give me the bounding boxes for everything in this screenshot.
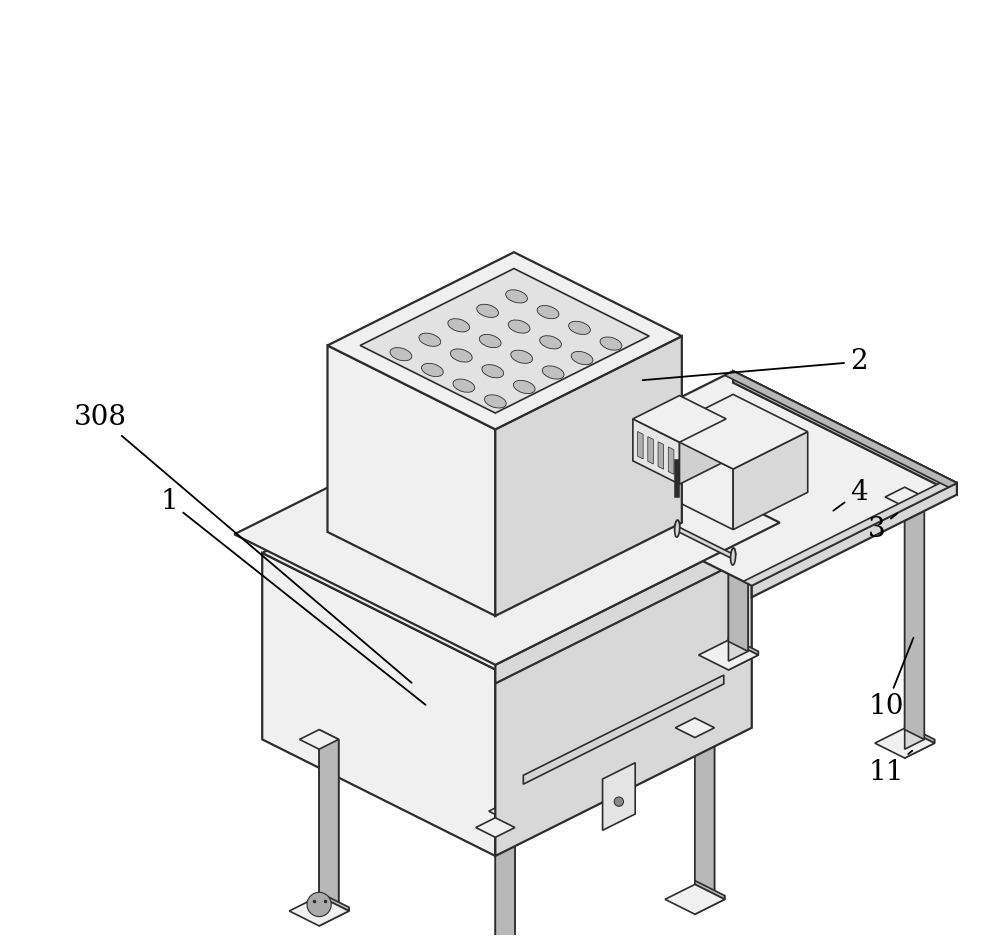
Polygon shape xyxy=(752,483,957,598)
Ellipse shape xyxy=(513,380,535,394)
Ellipse shape xyxy=(477,304,499,317)
Polygon shape xyxy=(905,739,935,758)
Polygon shape xyxy=(495,522,780,684)
Polygon shape xyxy=(668,446,674,475)
Ellipse shape xyxy=(537,306,559,319)
Polygon shape xyxy=(728,636,758,655)
Polygon shape xyxy=(699,640,758,670)
Polygon shape xyxy=(725,371,957,487)
Text: 3: 3 xyxy=(868,513,897,543)
Polygon shape xyxy=(659,431,733,530)
Polygon shape xyxy=(360,268,649,413)
Ellipse shape xyxy=(542,366,564,379)
Polygon shape xyxy=(262,552,495,856)
Polygon shape xyxy=(638,431,643,459)
Text: 308: 308 xyxy=(74,404,412,683)
Polygon shape xyxy=(905,724,935,743)
Circle shape xyxy=(614,797,624,807)
Polygon shape xyxy=(519,640,538,817)
Ellipse shape xyxy=(569,321,590,335)
Polygon shape xyxy=(728,651,758,670)
Polygon shape xyxy=(648,436,653,464)
Polygon shape xyxy=(327,345,495,616)
Polygon shape xyxy=(519,808,548,826)
Polygon shape xyxy=(731,548,736,565)
Polygon shape xyxy=(319,730,339,907)
Text: 4: 4 xyxy=(833,478,867,510)
Polygon shape xyxy=(234,392,780,665)
Ellipse shape xyxy=(540,336,561,349)
Polygon shape xyxy=(695,728,714,905)
Polygon shape xyxy=(905,487,924,739)
Polygon shape xyxy=(523,675,724,784)
Ellipse shape xyxy=(571,352,593,365)
Polygon shape xyxy=(289,896,349,926)
Ellipse shape xyxy=(390,348,412,361)
Polygon shape xyxy=(743,478,957,585)
Polygon shape xyxy=(695,896,725,915)
Polygon shape xyxy=(733,431,808,530)
Text: 2: 2 xyxy=(643,348,867,380)
Ellipse shape xyxy=(450,349,472,362)
Text: 13: 13 xyxy=(0,937,1,938)
Polygon shape xyxy=(695,881,725,900)
Ellipse shape xyxy=(422,363,443,376)
Circle shape xyxy=(307,892,331,916)
Text: 1: 1 xyxy=(161,488,426,704)
Polygon shape xyxy=(476,818,515,838)
Polygon shape xyxy=(885,487,924,507)
Text: 12: 12 xyxy=(0,937,1,938)
Polygon shape xyxy=(495,336,682,616)
Polygon shape xyxy=(728,399,748,651)
Polygon shape xyxy=(489,796,548,826)
Polygon shape xyxy=(679,419,726,484)
Text: 10: 10 xyxy=(868,638,913,720)
Polygon shape xyxy=(659,394,808,469)
Polygon shape xyxy=(675,718,714,737)
Ellipse shape xyxy=(511,350,533,363)
Ellipse shape xyxy=(448,319,470,332)
Polygon shape xyxy=(319,892,349,911)
Ellipse shape xyxy=(508,320,530,333)
Text: 11: 11 xyxy=(868,750,912,785)
Polygon shape xyxy=(495,541,752,856)
Polygon shape xyxy=(262,425,752,670)
Polygon shape xyxy=(675,521,736,558)
Polygon shape xyxy=(300,730,339,749)
Ellipse shape xyxy=(453,379,475,392)
Polygon shape xyxy=(495,827,515,938)
Polygon shape xyxy=(633,396,726,442)
Polygon shape xyxy=(499,629,538,649)
Polygon shape xyxy=(528,371,957,585)
Polygon shape xyxy=(905,497,924,749)
Polygon shape xyxy=(319,739,339,917)
Polygon shape xyxy=(733,371,957,494)
Ellipse shape xyxy=(484,395,506,408)
Ellipse shape xyxy=(600,337,622,350)
Polygon shape xyxy=(633,419,679,484)
Ellipse shape xyxy=(419,333,441,346)
Ellipse shape xyxy=(479,335,501,348)
Polygon shape xyxy=(728,409,748,661)
Polygon shape xyxy=(695,718,714,896)
Polygon shape xyxy=(665,885,725,915)
Polygon shape xyxy=(495,818,515,938)
Polygon shape xyxy=(658,442,664,469)
Polygon shape xyxy=(327,252,682,430)
Ellipse shape xyxy=(506,290,527,303)
Polygon shape xyxy=(519,793,548,811)
Polygon shape xyxy=(675,521,680,537)
Ellipse shape xyxy=(482,365,504,378)
Polygon shape xyxy=(875,728,935,758)
Polygon shape xyxy=(709,399,748,418)
Polygon shape xyxy=(319,907,349,926)
Polygon shape xyxy=(519,629,538,808)
Polygon shape xyxy=(603,763,635,830)
